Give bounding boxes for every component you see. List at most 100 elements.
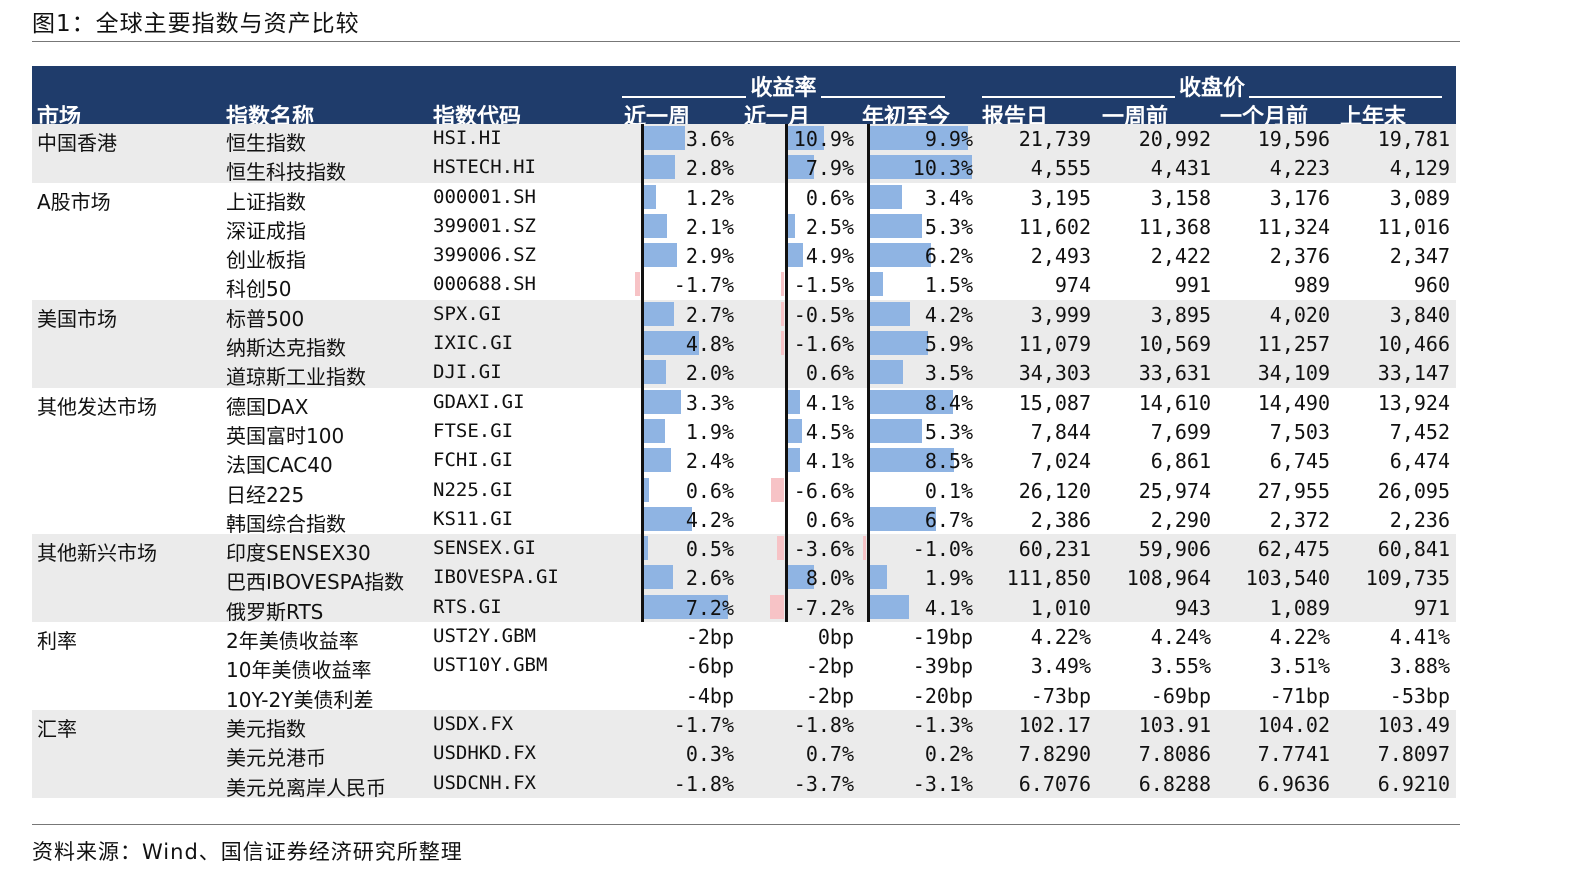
- cell-n: 10年美债收益率: [226, 658, 372, 683]
- return-bar: [642, 155, 676, 180]
- return-bar: [642, 448, 671, 473]
- cell-y: 0.2%: [924, 742, 973, 767]
- return-bar: [642, 477, 650, 502]
- cell-pm: 6,745: [1269, 449, 1330, 474]
- cell-y: -39bp: [912, 654, 973, 679]
- return-bar: [642, 213, 668, 238]
- return-bar: [868, 448, 954, 473]
- month-bar-axis: [785, 124, 788, 622]
- cell-c: IBOVESPA.GI: [433, 566, 559, 589]
- table-row: 10Y-2Y美债利差 -4bp -2bp -20bp -73bp -69bp -71bp -5…: [32, 681, 1456, 712]
- cell-m: 利率: [37, 629, 77, 654]
- cell-y: 8.5%: [924, 449, 973, 474]
- figure-title: 图1：全球主要指数与资产比较: [32, 11, 360, 37]
- table-row: A股市场 上证指数 000001.SH 1.2% 0.6% 3.4% 3,195 3,158 3…: [32, 183, 1456, 214]
- cell-pm: 2,376: [1269, 244, 1330, 269]
- cell-py: 4.41%: [1389, 625, 1450, 650]
- cell-c: SPX.GI: [433, 302, 502, 325]
- cell-w: -2bp: [685, 625, 734, 650]
- return-bar: [642, 126, 685, 150]
- table-row: 10年美债收益率 UST10Y.GBM -6bp -2bp -39bp 3.49% 3.55…: [32, 651, 1456, 683]
- cell-pm: 4,223: [1269, 156, 1330, 181]
- cell-mo: -6.6%: [793, 478, 854, 503]
- cell-n: 英国富时100: [226, 423, 345, 448]
- cell-pm: 7.7741: [1257, 742, 1330, 767]
- table-row: 美元兑离岸人民币 USDCNH.FX -1.8% -3.7% -3.1% 6.7076 6.…: [32, 768, 1456, 800]
- cell-y: -3.1%: [912, 771, 973, 796]
- cell-pm: 989: [1293, 273, 1330, 298]
- cell-py: 6.9210: [1377, 771, 1450, 796]
- cell-py: 3,089: [1389, 185, 1450, 210]
- cell-py: 3,840: [1389, 302, 1450, 327]
- cell-w: 7.2%: [685, 595, 734, 620]
- cell-py: 4,129: [1389, 156, 1450, 181]
- return-bar: [786, 126, 824, 150]
- return-bar: [863, 536, 866, 561]
- cell-r: 6.7076: [1018, 771, 1091, 796]
- table-row: 英国富时100 FTSE.GI 1.9% 4.5% 5.3% 7,844 7,699 7,50…: [32, 417, 1456, 448]
- return-bar: [781, 301, 784, 326]
- cell-r: 1,010: [1030, 595, 1091, 620]
- cell-r: 15,087: [1018, 390, 1091, 415]
- cell-y: -19bp: [912, 625, 973, 650]
- cell-mo: 4.1%: [805, 449, 854, 474]
- cell-c: KS11.GI: [433, 507, 514, 530]
- return-bar: [868, 594, 910, 619]
- cell-mo: 8.0%: [805, 566, 854, 591]
- cell-r: 11,602: [1018, 214, 1091, 239]
- cell-r: 7.8290: [1018, 742, 1091, 767]
- return-bar: [777, 536, 784, 561]
- table-row: 科创50 000688.SH -1.7% -1.5% 1.5% 974 991 989 960: [32, 270, 1456, 302]
- ytd-bar-axis: [867, 124, 870, 622]
- return-bar: [642, 243, 677, 268]
- cell-y: -20bp: [912, 683, 973, 708]
- cell-pw: 59,906: [1138, 537, 1211, 562]
- cell-pm: 7,503: [1269, 419, 1330, 444]
- return-bar: [642, 594, 728, 619]
- cell-n: 日经225: [226, 482, 305, 507]
- cell-pm: 3,176: [1269, 185, 1330, 210]
- cell-n: 美元兑离岸人民币: [226, 775, 386, 800]
- cell-pm: 3.51%: [1269, 654, 1330, 679]
- cell-r: 60,231: [1018, 537, 1091, 562]
- return-bar: [771, 477, 784, 502]
- return-bar: [786, 448, 801, 473]
- cell-y: -1.3%: [912, 712, 973, 737]
- cell-mo: 4.5%: [805, 419, 854, 444]
- cell-y: 9.9%: [924, 127, 973, 151]
- cell-n: 科创50: [226, 277, 292, 302]
- table-row: 深证成指 399001.SZ 2.1% 2.5% 5.3% 11,602 11,368 11,…: [32, 212, 1456, 243]
- table-row: 俄罗斯RTS RTS.GI 7.2% -7.2% 4.1% 1,010 943 1,089 97…: [32, 592, 1456, 624]
- return-bar: [642, 184, 657, 209]
- cell-r: 2,386: [1030, 507, 1091, 532]
- cell-r: 3,999: [1030, 302, 1091, 327]
- return-bar: [868, 565, 888, 590]
- return-bar: [781, 272, 784, 297]
- cell-pw: 3.55%: [1150, 654, 1211, 679]
- week-bar-axis: [641, 124, 644, 622]
- cell-r: 7,844: [1030, 419, 1091, 444]
- cell-pw: 3,158: [1150, 185, 1211, 210]
- cell-w: -1.7%: [673, 273, 734, 298]
- cell-w: 2.1%: [685, 214, 734, 239]
- table-row: 日经225 N225.GI 0.6% -6.6% 0.1% 26,120 25,974 27,…: [32, 476, 1456, 507]
- cell-w: 0.6%: [685, 478, 734, 503]
- table-row: 美国市场 标普500 SPX.GI 2.7% -0.5% 4.2% 3,999 3,895 4,…: [32, 299, 1456, 331]
- table-row: 韩国综合指数 KS11.GI 4.2% 0.6% 6.7% 2,386 2,290 2,372…: [32, 505, 1456, 536]
- cell-py: 11,016: [1377, 214, 1450, 239]
- cell-pw: 14,610: [1138, 390, 1211, 415]
- cell-r: 3,195: [1030, 185, 1091, 210]
- cell-y: 6.2%: [924, 244, 973, 269]
- cell-n: 上证指数: [226, 189, 306, 214]
- cell-w: 4.2%: [685, 507, 734, 532]
- return-bar: [868, 389, 953, 414]
- cell-c: FCHI.GI: [433, 449, 514, 472]
- cell-mo: 0bp: [817, 625, 854, 650]
- cell-n: 韩国综合指数: [226, 511, 346, 536]
- cell-n: 巴西IBOVESPA指数: [226, 570, 405, 595]
- table-row: 法国CAC40 FCHI.GI 2.4% 4.1% 8.5% 7,024 6,861 6,74…: [32, 446, 1456, 477]
- return-bar: [868, 360, 904, 385]
- table-row: 纳斯达克指数 IXIC.GI 4.8% -1.6% 5.9% 11,079 10,569 11…: [32, 329, 1456, 360]
- cell-w: 1.2%: [685, 185, 734, 210]
- table-row: 利率 2年美债收益率 UST2Y.GBM -2bp 0bp -19bp 4.22% 4.24%…: [32, 622, 1456, 654]
